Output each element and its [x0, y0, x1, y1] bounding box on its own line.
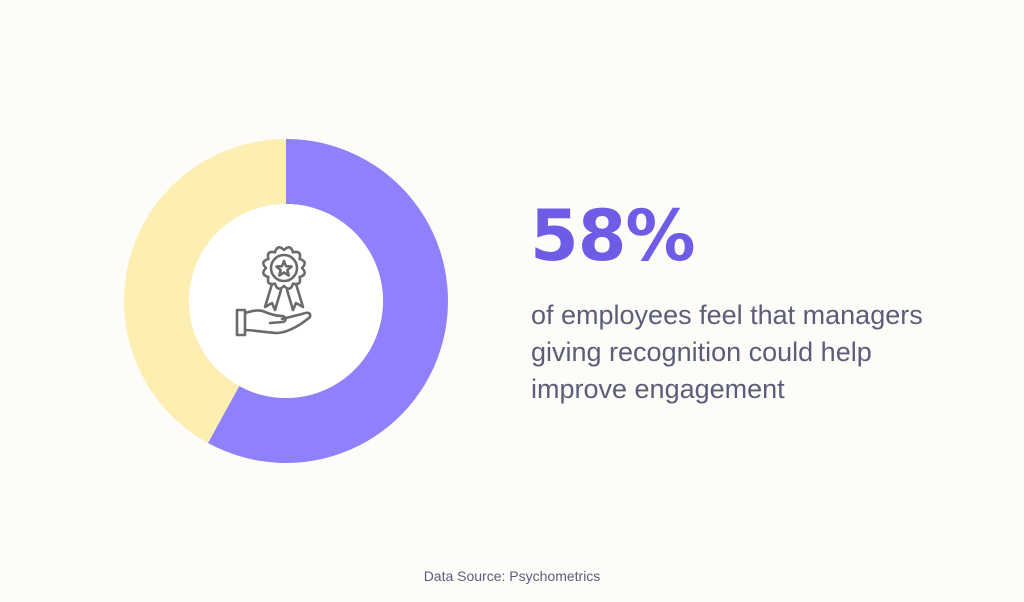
donut-slice — [207, 139, 448, 463]
hand-icon — [243, 309, 312, 335]
rosette-icon — [262, 246, 306, 290]
stat-description: of employees feel that managers giving r… — [531, 297, 1001, 408]
headline-percentage: 58% — [530, 195, 696, 277]
donut-slices — [124, 139, 448, 463]
description-line: of employees feel that managers — [531, 300, 923, 330]
description-line: giving recognition could help — [531, 337, 872, 367]
award-hand-icon — [235, 246, 312, 337]
data-source: Data Source: Psychometrics — [423, 568, 601, 584]
donut-center — [189, 204, 383, 398]
ribbon-left-icon — [263, 282, 283, 312]
donut-slice — [124, 139, 286, 443]
cuff-icon — [235, 308, 247, 337]
ribbon-right-icon — [285, 282, 305, 312]
star-icon — [275, 259, 293, 277]
donut-chart — [124, 139, 448, 463]
description-line: improve engagement — [531, 374, 785, 404]
medal-ring-icon — [269, 253, 299, 283]
